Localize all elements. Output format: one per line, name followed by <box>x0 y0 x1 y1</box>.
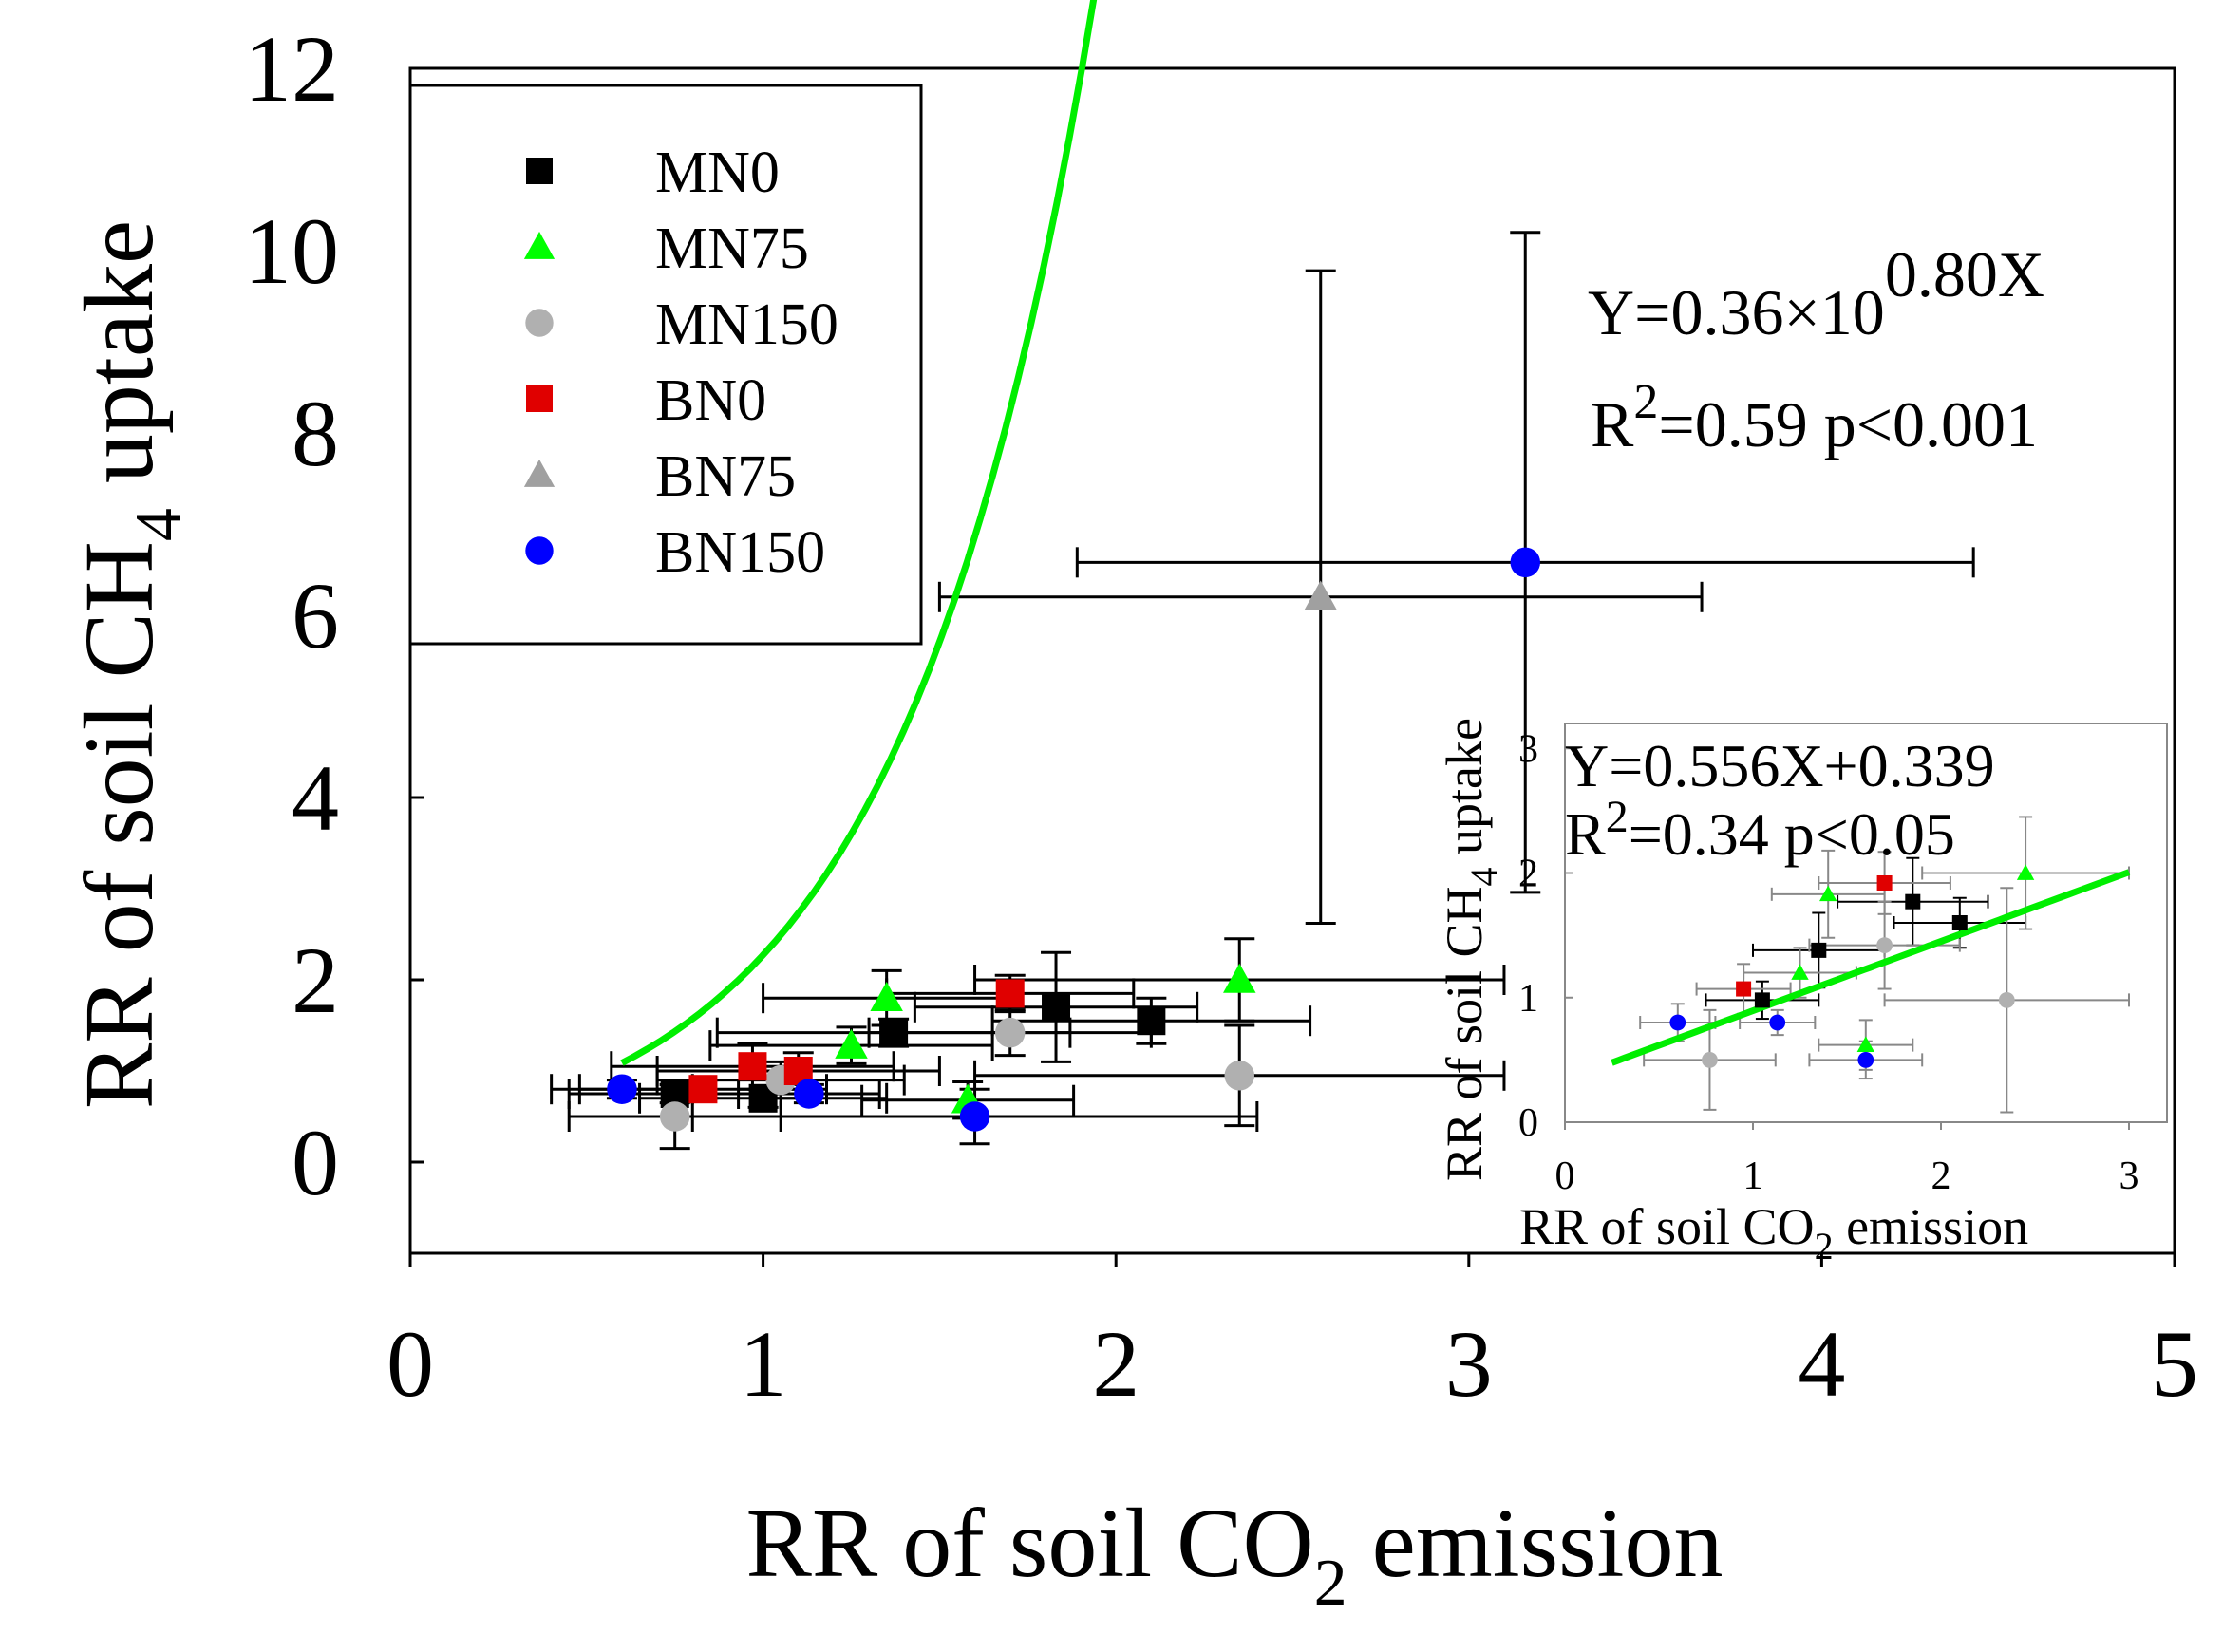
data-point-bn150 <box>1857 1051 1874 1068</box>
legend-marker-mn75 <box>523 231 556 259</box>
x-tick-label: 4 <box>1798 1311 1845 1417</box>
legend: MN0 MN75 MN150 BN0 BN75 BN150 <box>408 84 923 646</box>
main-points <box>607 547 1541 1132</box>
y-tick-label: 2 <box>292 928 339 1033</box>
data-point-mn75 <box>870 981 903 1011</box>
y-axis-title: RR of soil CH4 uptake <box>65 220 196 1109</box>
data-point-mn150 <box>1876 937 1893 954</box>
legend-marker-bn75 <box>523 459 556 487</box>
data-point-mn0 <box>1137 1006 1166 1036</box>
legend-marker-mn0 <box>526 158 553 184</box>
legend-label-mn0: MN0 <box>655 141 780 205</box>
inset-points <box>1669 864 2035 1068</box>
fit-r2: R2=0.59 p<0.001 <box>1591 375 2038 460</box>
x-tick-label: 0 <box>1555 1155 1575 1198</box>
data-point-mn0 <box>1905 893 1921 910</box>
data-point-mn75 <box>1223 963 1256 993</box>
data-point-mn75 <box>1856 1036 1874 1052</box>
data-point-mn150 <box>1998 991 2015 1008</box>
x-tick-label: 3 <box>1445 1311 1493 1417</box>
y-tick-label: 2 <box>1518 853 1538 896</box>
data-point-bn0 <box>995 979 1025 1008</box>
main-fit-curve <box>620 0 1098 1066</box>
legend-label-bn150: BN150 <box>655 520 825 585</box>
legend-marker-bn0 <box>526 385 553 412</box>
plot-frame <box>408 66 2176 1255</box>
legend-box <box>408 84 923 646</box>
y-tick-label: 8 <box>292 381 339 486</box>
legend-marker-bn150 <box>525 536 554 565</box>
y-tick-label: 1 <box>1518 977 1538 1021</box>
y-tick-label: 0 <box>292 1110 339 1215</box>
data-point-mn150 <box>1224 1061 1255 1091</box>
legend-label-bn75: BN75 <box>655 444 796 509</box>
legend-label-mn150: MN150 <box>655 292 838 357</box>
x-tick-label: 2 <box>1092 1311 1140 1417</box>
inset-fit-r2: R2=0.34 p<0.05 <box>1565 792 1955 868</box>
data-point-mn75 <box>835 1028 868 1059</box>
data-point-bn0 <box>1876 875 1893 891</box>
data-point-bn150 <box>794 1079 824 1109</box>
data-point-mn150 <box>1702 1051 1718 1068</box>
legend-label-bn0: BN0 <box>655 368 766 433</box>
data-point-bn150 <box>1510 547 1541 578</box>
x-tick-label: 0 <box>386 1311 434 1417</box>
legend-items: MN0 MN75 MN150 BN0 BN75 BN150 <box>523 141 838 585</box>
data-point-bn0 <box>688 1075 718 1104</box>
x-tick-label: 5 <box>2151 1311 2198 1417</box>
data-point-bn0 <box>1736 981 1752 997</box>
legend-label-mn75: MN75 <box>655 216 809 281</box>
legend-marker-mn150 <box>525 309 554 337</box>
data-point-mn75 <box>1819 885 1837 902</box>
y-tick-label: 6 <box>292 563 339 668</box>
fit-equation: Y=0.36×100.80X <box>1588 238 2044 348</box>
data-point-mn75 <box>2016 864 2035 880</box>
data-point-mn0 <box>1754 992 1770 1008</box>
data-point-mn0 <box>1951 915 1968 930</box>
y-tick-label: 4 <box>292 745 339 851</box>
y-tick-label: 0 <box>1518 1101 1538 1145</box>
data-point-mn0 <box>879 1018 909 1047</box>
x-tick-label: 1 <box>1743 1155 1763 1198</box>
inset-x-axis-title: RR of soil CO2 emission <box>1519 1198 2028 1267</box>
y-tick-label: 10 <box>244 198 339 304</box>
inset-chart: 0 1 2 3 0 1 2 3 RR of soil CH4 uptake RR of soi… <box>1436 718 2168 1267</box>
data-point-bn150 <box>959 1101 990 1132</box>
data-point-bn150 <box>1669 1014 1686 1031</box>
y-tick-label: 3 <box>1518 727 1538 771</box>
x-tick-label: 2 <box>1931 1155 1951 1198</box>
data-point-mn0 <box>1811 942 1827 958</box>
data-point-bn150 <box>607 1074 637 1104</box>
inset-fit-line <box>1611 869 2131 1066</box>
data-point-bn75 <box>1304 580 1337 610</box>
data-point-mn75 <box>1791 964 1809 980</box>
inset-ticks: 0 1 2 3 0 1 2 3 <box>1518 727 2139 1198</box>
data-point-bn0 <box>738 1052 767 1081</box>
data-point-mn150 <box>659 1101 690 1132</box>
x-tick-label: 1 <box>740 1311 787 1417</box>
y-tick-label: 12 <box>244 16 339 122</box>
data-point-mn150 <box>994 1017 1026 1048</box>
data-point-bn150 <box>1769 1014 1786 1031</box>
x-tick-label: 3 <box>2119 1155 2139 1198</box>
x-axis-title: RR of soil CO2 emission <box>746 1489 1724 1620</box>
data-point-mn0 <box>1042 992 1071 1022</box>
inset-fit-equation: Y=0.556X+0.339 <box>1565 732 1995 799</box>
inset-y-axis-title: RR of soil CH4 uptake <box>1436 718 1505 1181</box>
